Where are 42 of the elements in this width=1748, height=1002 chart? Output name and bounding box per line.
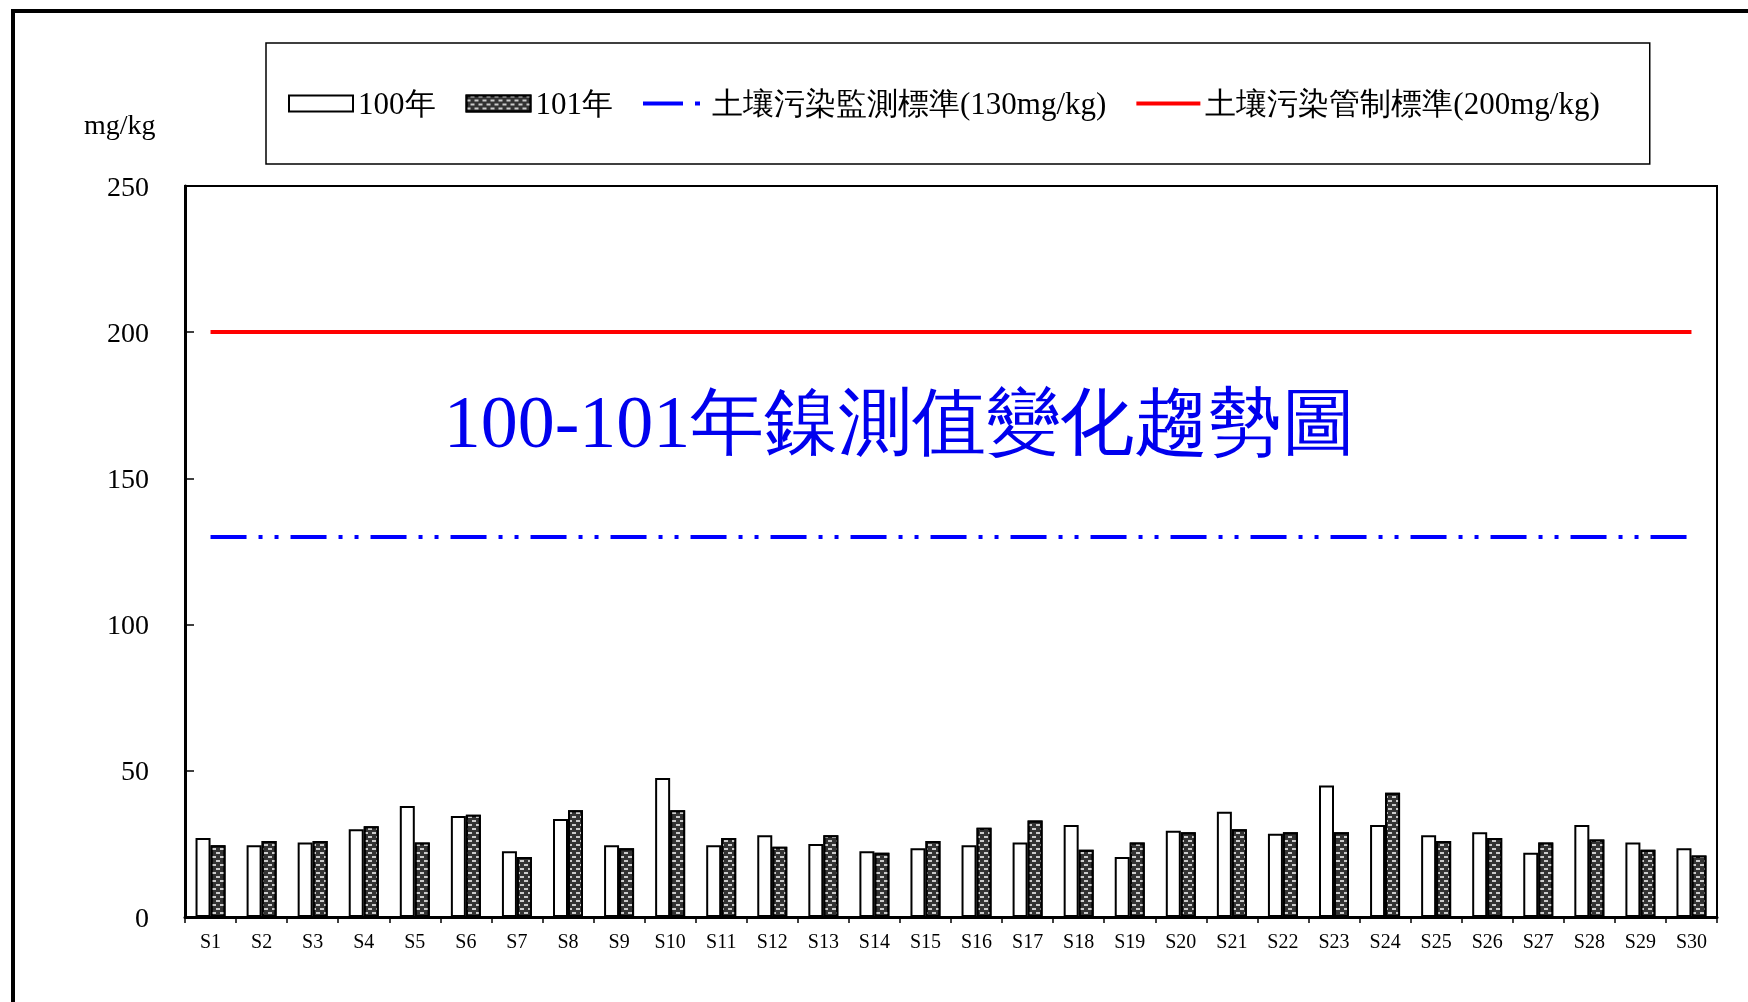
x-tick-label: S2 xyxy=(251,930,273,952)
y-tick-label: 150 xyxy=(107,462,149,494)
x-tick-label: S28 xyxy=(1573,930,1605,952)
y-axis-title: mg/kg xyxy=(84,108,156,140)
x-tick-label: S13 xyxy=(807,930,839,952)
x-tick-label: S19 xyxy=(1114,930,1146,952)
x-tick-label: S24 xyxy=(1369,930,1401,952)
x-tick-label: S21 xyxy=(1216,930,1248,952)
x-tick-label: S6 xyxy=(455,930,477,952)
legend-label: 土壤污染管制標準(200mg/kg) xyxy=(1205,86,1600,121)
legend-label: 土壤污染監測標準(130mg/kg) xyxy=(712,86,1107,121)
x-tick-label: S7 xyxy=(506,930,528,952)
y-tick-label: 100 xyxy=(107,609,149,641)
x-tick-label: S16 xyxy=(960,930,993,952)
y-tick-label: 200 xyxy=(107,316,149,348)
legend-label: 100年 xyxy=(358,86,436,121)
x-tick-label: S27 xyxy=(1522,930,1554,952)
x-tick-label: S9 xyxy=(608,930,630,952)
x-tick-label: S30 xyxy=(1675,930,1708,952)
x-tick-label: S17 xyxy=(1012,930,1044,952)
x-tick-label: S12 xyxy=(756,930,788,952)
x-tick-label: S5 xyxy=(404,930,426,952)
x-tick-label: S20 xyxy=(1165,930,1197,952)
x-tick-label: S10 xyxy=(654,930,686,952)
x-tick-label: S3 xyxy=(302,930,324,952)
y-tick-label: 250 xyxy=(107,170,149,202)
x-tick-label: S15 xyxy=(909,930,942,952)
x-tick-label: S18 xyxy=(1063,930,1095,952)
legend-label: 101年 xyxy=(535,86,613,121)
x-tick-label: S11 xyxy=(706,930,737,952)
y-tick-label: 0 xyxy=(135,901,149,933)
x-tick-label: S29 xyxy=(1624,930,1656,952)
y-tick-label: 50 xyxy=(121,755,149,787)
x-tick-label: S8 xyxy=(557,930,579,952)
x-tick-label: S1 xyxy=(199,930,222,952)
text: 100-101年鎳測值變化趨勢圖 xyxy=(443,381,1357,463)
x-tick-label: S22 xyxy=(1267,930,1299,952)
x-tick-label: S4 xyxy=(353,930,375,952)
x-tick-label: S26 xyxy=(1471,930,1503,952)
x-tick-label: S14 xyxy=(858,930,890,952)
x-tick-label: S25 xyxy=(1420,930,1452,952)
x-tick-label: S23 xyxy=(1318,930,1350,952)
